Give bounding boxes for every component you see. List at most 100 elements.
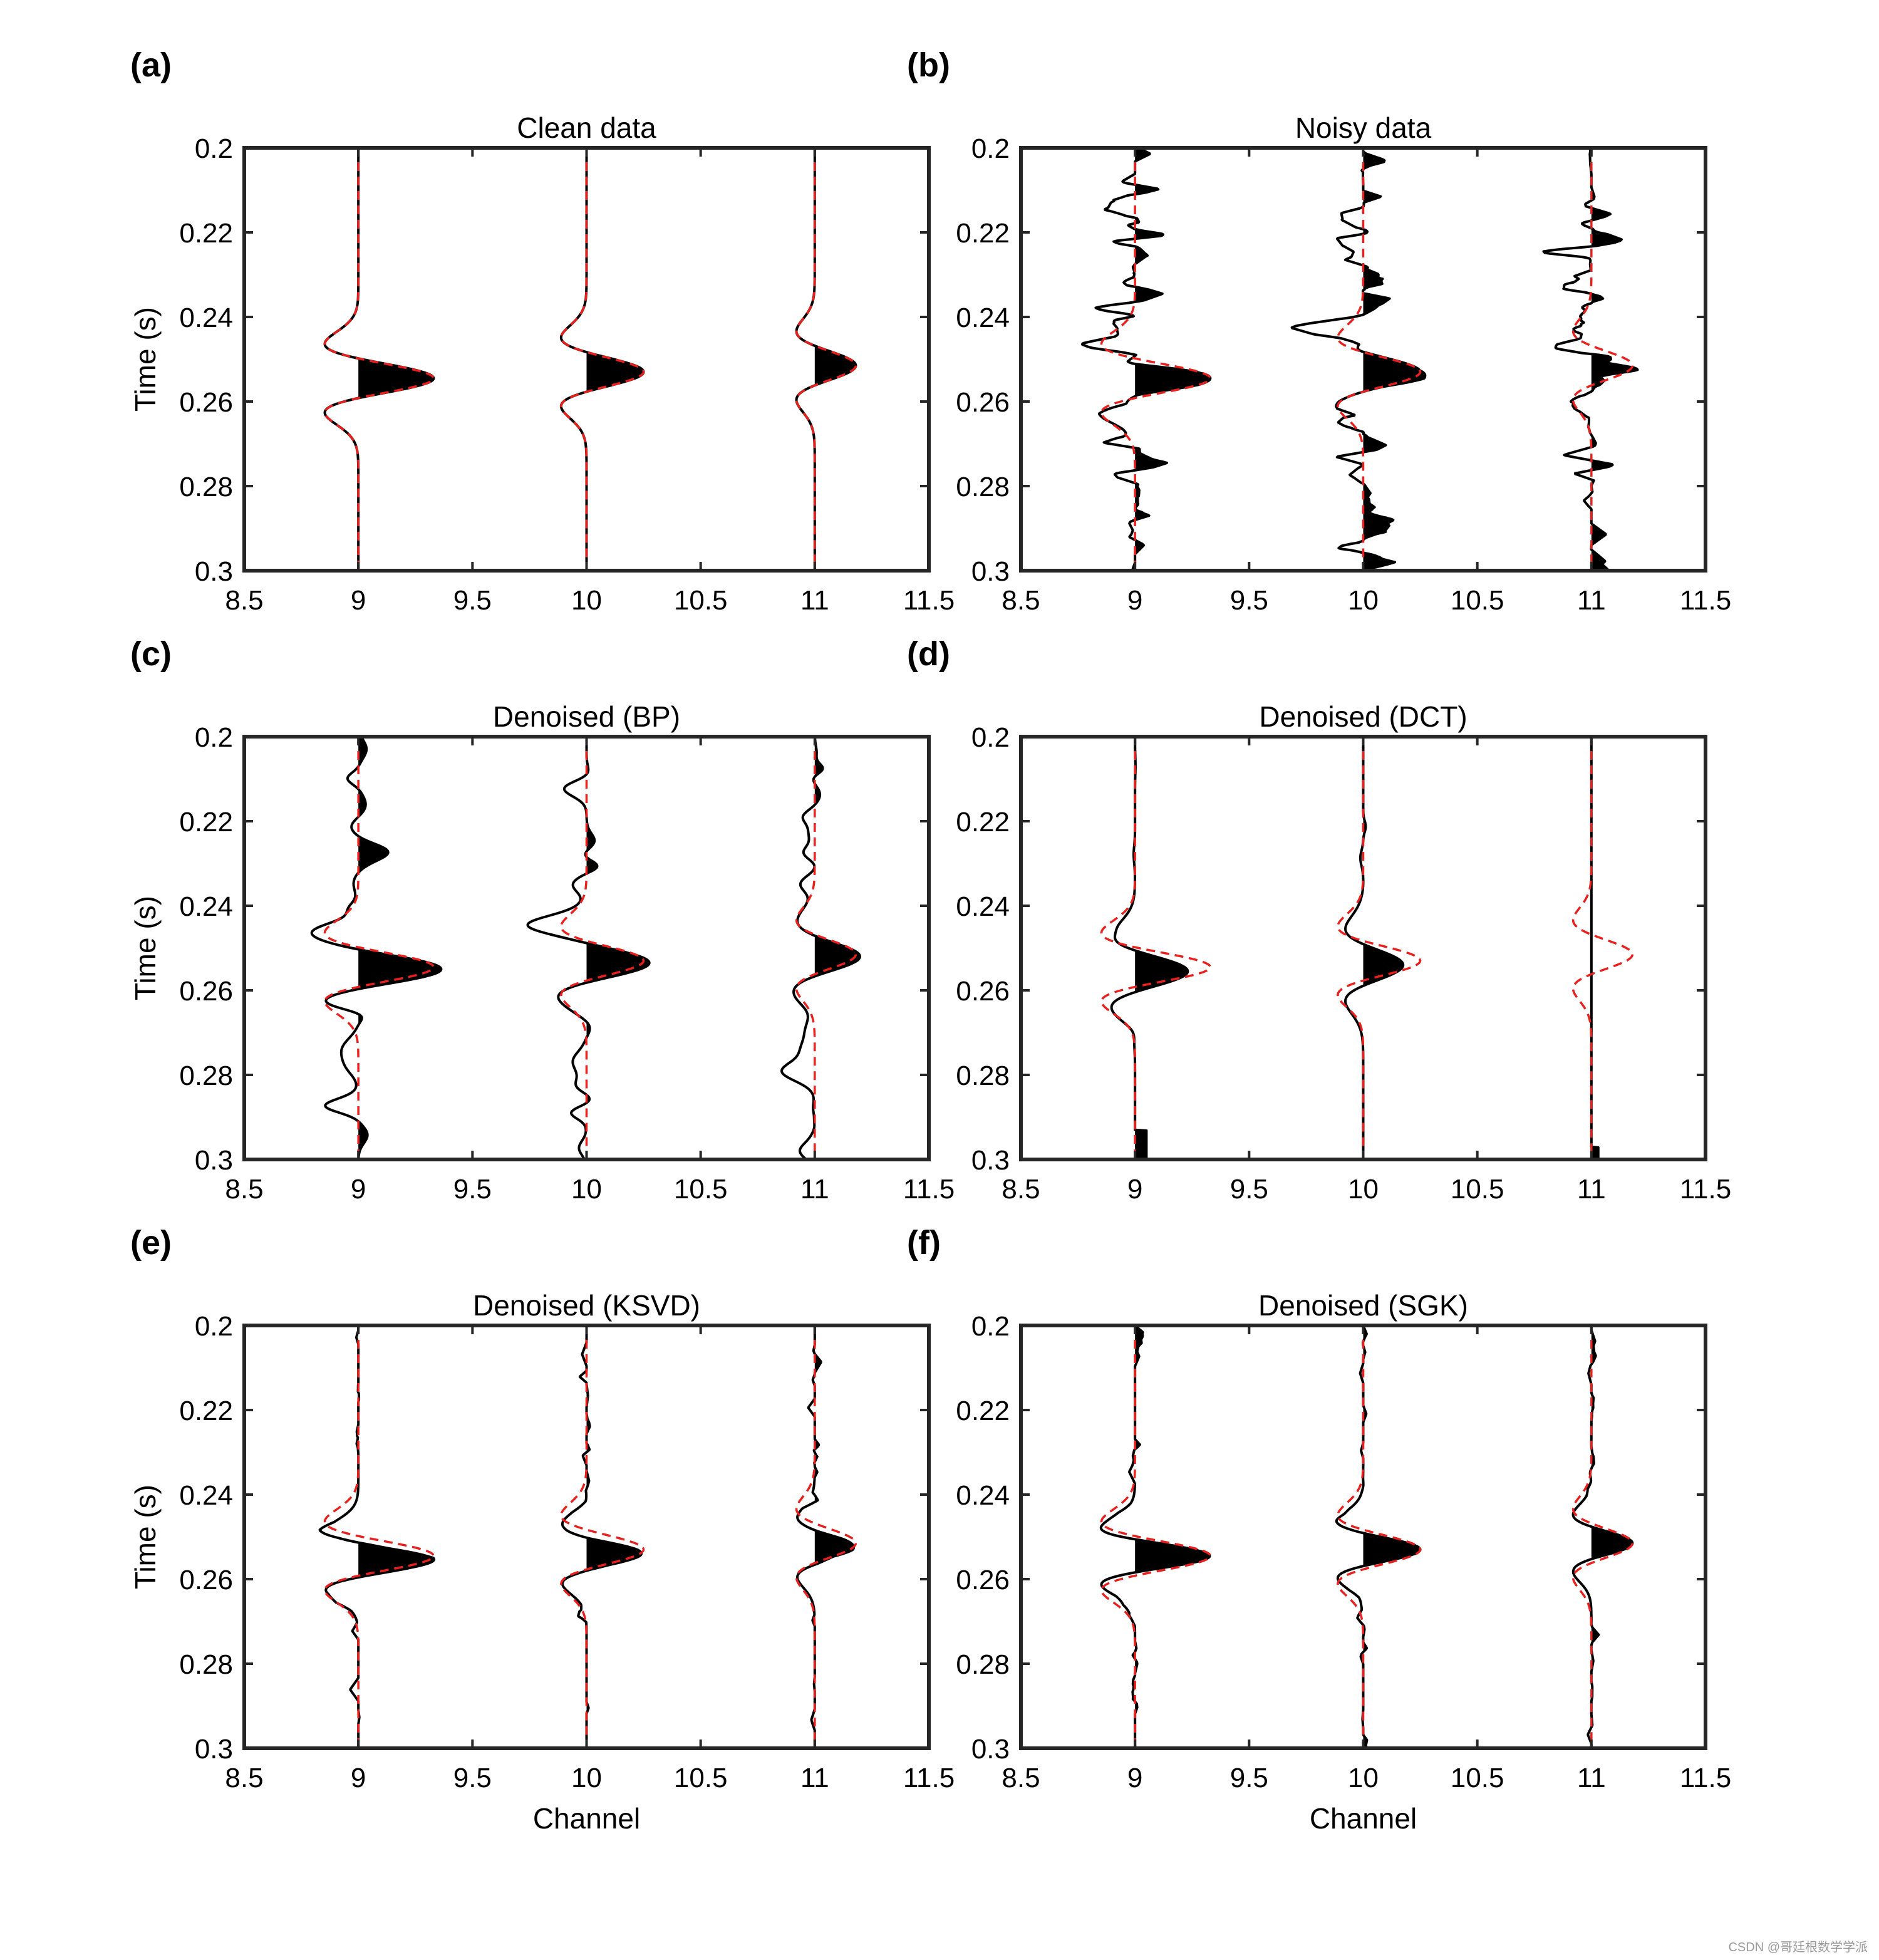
- trace-fill-ch11: [1591, 148, 1638, 571]
- trace-fill-ch11: [1591, 1325, 1633, 1748]
- y-axis-label: Time (s): [129, 896, 162, 1000]
- x-tick-label: 8.5: [225, 1763, 263, 1793]
- y-tick-label: 0.2: [971, 133, 1010, 164]
- x-tick-label: 10: [1348, 1763, 1379, 1793]
- x-tick-label: 10: [1348, 1174, 1379, 1205]
- panel-b: (b) Noisy data 8.5 9 9.5 10 10.5 11 11.5 0.2 0.22 0…: [907, 46, 1731, 616]
- x-tick-label: 9: [1127, 1174, 1142, 1205]
- x-tick-label: 9.5: [1230, 1174, 1268, 1205]
- reference-line-ch9: [1100, 737, 1211, 1159]
- x-tick-label: 10.5: [1451, 585, 1504, 616]
- reference-line-ch9: [1100, 148, 1211, 571]
- panel-letter: (d): [907, 635, 950, 673]
- y-tick-label: 0.3: [195, 1145, 233, 1176]
- x-tick-label: 9.5: [1230, 585, 1268, 616]
- y-tick-label: 0.24: [179, 303, 233, 333]
- traces: [1099, 1325, 1634, 1748]
- x-tick-label: 11: [800, 1763, 829, 1793]
- y-axis-label: Time (s): [129, 307, 162, 412]
- x-tick-label: 9: [351, 585, 366, 616]
- y-tick-label: 0.22: [956, 807, 1010, 837]
- x-tick-label: 10.5: [674, 1174, 728, 1205]
- y-tick-label: 0.24: [956, 891, 1010, 922]
- y-tick-label: 0.22: [179, 218, 233, 249]
- x-tick-label: 10: [571, 1763, 602, 1793]
- y-tick-label: 0.24: [179, 1480, 233, 1511]
- trace-line-ch10: [1335, 1325, 1422, 1748]
- x-tick-label: 8.5: [225, 1174, 263, 1205]
- x-tick-label: 9: [1127, 585, 1142, 616]
- y-tick-label: 0.28: [179, 1649, 233, 1680]
- x-tick-label: 11: [800, 1174, 829, 1205]
- trace-fill-ch11: [814, 148, 856, 571]
- trace-fill-ch10: [1363, 148, 1426, 571]
- traces: [310, 737, 861, 1159]
- y-tick-label: 0.2: [195, 722, 233, 753]
- x-axis-label: Channel: [533, 1802, 640, 1835]
- reference-line-ch9: [1100, 1325, 1211, 1748]
- y-tick-label: 0.2: [195, 133, 233, 164]
- x-tick-label: 9.5: [453, 585, 492, 616]
- x-tick-label: 8.5: [1002, 1174, 1040, 1205]
- x-tick-label: 11.5: [1680, 1763, 1731, 1793]
- y-tick-label: 0.26: [956, 387, 1010, 418]
- x-tick-label: 11: [800, 585, 829, 616]
- panel-d: (d) Denoised (DCT) 8.5 9 9.5 10 10.5 11 11.5 0.2 0…: [907, 635, 1731, 1205]
- trace-line-ch9: [318, 1325, 436, 1748]
- trace-line-ch9: [310, 737, 443, 1159]
- trace-line-ch9: [1080, 148, 1212, 571]
- reference-line-ch11: [1571, 148, 1634, 571]
- x-tick-label: 10.5: [1451, 1174, 1504, 1205]
- trace-line-ch10: [1344, 737, 1405, 1159]
- x-tick-label: 9: [351, 1763, 366, 1793]
- y-tick-label: 0.26: [179, 1565, 233, 1595]
- reference-line-ch9: [323, 148, 435, 571]
- y-tick-label: 0.28: [179, 1060, 233, 1091]
- y-tick-label: 0.26: [179, 976, 233, 1007]
- x-tick-label: 9: [351, 1174, 366, 1205]
- x-tick-label: 11: [1577, 585, 1606, 616]
- trace-line-ch10: [559, 148, 645, 571]
- trace-fill-ch11: [814, 737, 860, 1159]
- trace-line-ch9: [1099, 1325, 1211, 1748]
- y-tick-label: 0.22: [956, 1396, 1010, 1426]
- traces: [318, 1325, 857, 1748]
- y-tick-label: 0.26: [956, 976, 1010, 1007]
- panel-title: Denoised (SGK): [1258, 1289, 1468, 1322]
- x-tick-label: 11: [1577, 1174, 1606, 1205]
- trace-fill-ch9: [1135, 148, 1211, 571]
- reference-line-ch11: [1571, 1325, 1634, 1748]
- trace-fill-ch10: [1363, 737, 1404, 1159]
- y-tick-label: 0.24: [179, 891, 233, 922]
- panel-letter: (e): [130, 1224, 172, 1262]
- panel-title: Denoised (DCT): [1259, 700, 1467, 733]
- x-axis-label: Channel: [1310, 1802, 1417, 1835]
- reference-line-ch11: [795, 148, 857, 571]
- y-tick-label: 0.24: [956, 1480, 1010, 1511]
- x-tick-label: 10.5: [674, 1763, 728, 1793]
- x-tick-label: 10.5: [1451, 1763, 1504, 1793]
- panel-c: (c) Denoised (BP) 8.5 9 9.5 10 10.5 11 11.5 0.2 0.…: [129, 635, 955, 1205]
- panel-f: (f) Denoised (SGK) 8.5 9 9.5 10 10.5 11 11.5 0.2 0…: [907, 1224, 1731, 1835]
- y-tick-label: 0.3: [195, 1734, 233, 1765]
- traces: [1100, 737, 1634, 1159]
- trace-fill-ch9: [358, 737, 442, 1159]
- x-tick-label: 8.5: [1002, 1763, 1040, 1793]
- y-tick-label: 0.2: [195, 1311, 233, 1342]
- panel-title: Denoised (BP): [493, 700, 680, 733]
- trace-fill-ch10: [1363, 1325, 1421, 1748]
- x-tick-label: 9.5: [1230, 1763, 1268, 1793]
- y-tick-label: 0.28: [179, 472, 233, 502]
- trace-line-ch10: [561, 1325, 643, 1748]
- reference-line-ch10: [1337, 737, 1422, 1159]
- x-tick-label: 10: [571, 585, 602, 616]
- y-tick-label: 0.3: [971, 556, 1010, 587]
- y-tick-label: 0.26: [956, 1565, 1010, 1595]
- trace-line-ch9: [1110, 737, 1189, 1159]
- trace-fill-ch9: [1135, 737, 1188, 1159]
- y-tick-label: 0.3: [971, 1145, 1010, 1176]
- trace-fill-ch9: [358, 148, 434, 571]
- watermark: CSDN @哥廷根数学学派: [1728, 1941, 1868, 1954]
- trace-fill-ch10: [586, 1325, 642, 1748]
